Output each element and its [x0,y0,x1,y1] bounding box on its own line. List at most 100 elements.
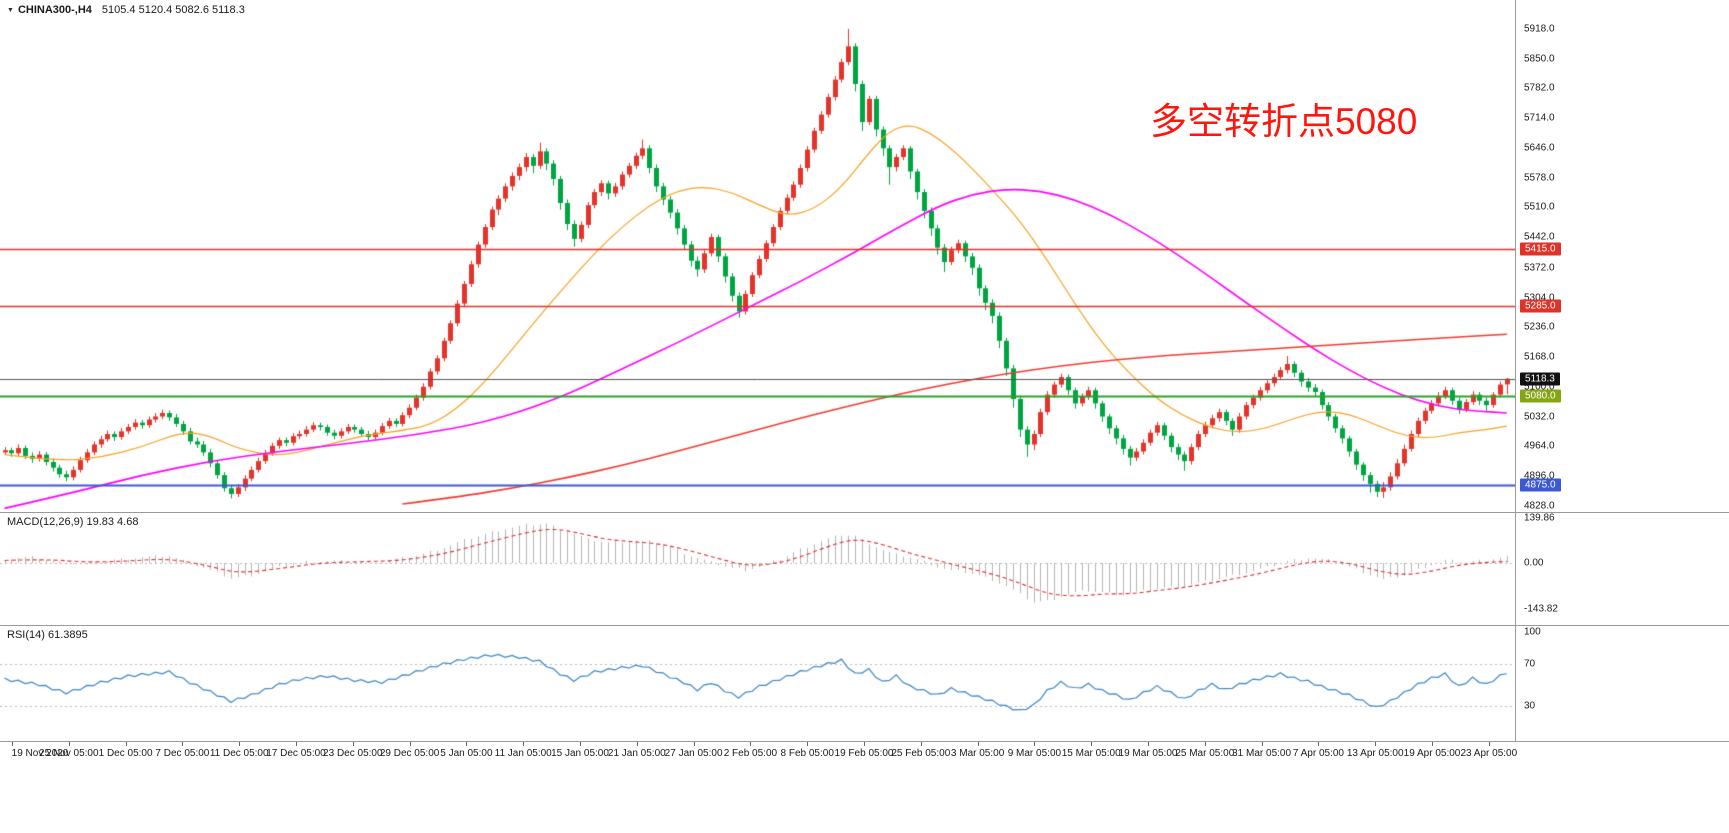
rsi-panel: RSI(14) 61.3895 100 70 30 [0,626,1729,742]
macd-axis-label: 139.86 [1524,512,1555,524]
time-axis-tick [1318,742,1320,746]
time-axis-label: 1 Dec 05:00 [98,748,153,759]
time-axis-label: 5 Jan 05:00 [440,748,493,759]
time-axis-tick [636,742,638,746]
price-axis-label: 5918.0 [1524,23,1555,35]
time-axis-tick [1148,742,1149,746]
price-axis-label: 5236.0 [1524,321,1555,333]
price-axis-label: 5510.0 [1524,201,1555,213]
time-axis-label: 19 Feb 05:00 [834,748,894,759]
macd-chart-canvas[interactable] [0,513,1515,625]
time-axis-label: 19 Mar 05:00 [1118,748,1178,759]
rsi-axis[interactable]: 100 70 30 [1516,626,1728,741]
time-axis-tick [239,742,241,746]
time-axis-tick [1204,742,1206,746]
price-axis-label: 5646.0 [1524,142,1555,154]
price-axis-label: 5578.0 [1524,172,1555,184]
time-axis[interactable]: 19 Nov 2020 25 Nov 05:00 1 Dec 05:00 7 Dec … [0,742,1729,768]
time-axis-tick [864,742,865,746]
time-axis-label: 17 Dec 05:00 [266,748,326,759]
price-axis[interactable]: 5918.0 5850.0 5782.0 5714.0 5646.0 5578.0 5510… [1516,0,1728,512]
rsi-axis-label: 30 [1524,700,1536,711]
time-axis-label: 31 Mar 05:00 [1232,748,1292,759]
time-axis-label: 23 Dec 05:00 [323,748,383,759]
price-axis-label: 4828.0 [1524,500,1555,512]
time-axis-label: 8 Feb 05:00 [780,748,834,759]
price-axis-label: 5372.0 [1524,262,1555,274]
time-axis-label: 3 Mar 05:00 [950,748,1005,759]
macd-axis[interactable]: 139.86 0.00 -143.82 [1516,513,1728,625]
price-axis-label: 5304.0 [1524,292,1555,303]
rsi-axis-label: 70 [1524,658,1536,669]
price-badge: 4875.0 [1520,478,1561,492]
macd-indicator-label: MACD(12,26,9) 19.83 4.68 [7,516,139,528]
time-axis-tick [920,742,922,746]
time-axis-label: 9 Mar 05:00 [1007,748,1062,759]
time-axis-label: 29 Dec 05:00 [379,748,440,759]
symbol-info: ▼ CHINA300-,H4 5105.4 5120.4 5082.6 5118.3 [7,4,245,16]
time-axis-label: 7 Apr 05:00 [1292,748,1344,759]
annotation-text[interactable]: 多空转折点5080 [1150,101,1418,142]
time-axis-tick [750,742,752,746]
rsi-chart-canvas[interactable] [0,626,1515,741]
symbol-ohlc-values: 5105.4 5120.4 5082.6 5118.3 [101,4,245,16]
time-axis-tick [125,742,127,746]
price-badge: 5415.0 [1520,242,1561,256]
price-chart-panel: ▼ CHINA300-,H4 5105.4 5120.4 5082.6 5118.3… [0,0,1729,513]
time-axis-label: 27 Jan 05:00 [664,748,723,759]
time-axis-tick [1034,742,1036,746]
candlestick-chart-canvas[interactable] [0,0,1515,512]
price-badge: 5080.0 [1520,389,1561,402]
price-axis-label: 4896.0 [1524,470,1555,482]
collapse-triangle-icon[interactable]: ▼ [7,6,14,14]
time-axis-tick [466,742,468,746]
time-axis-label: 19 Apr 05:00 [1403,748,1461,759]
price-axis-label: 5782.0 [1524,82,1555,94]
time-axis-label: 7 Dec 05:00 [155,748,210,759]
time-axis-tick [580,742,581,746]
time-axis-label: 15 Jan 05:00 [551,748,609,759]
price-axis-label: 5714.0 [1524,112,1555,124]
time-axis-tick [1432,742,1433,746]
time-axis-tick [523,742,525,746]
macd-axis-label: 0.00 [1524,557,1544,569]
time-axis-tick [693,742,695,746]
symbol-name: CHINA300-,H4 [17,4,92,16]
rsi-indicator-label: RSI(14) 61.3895 [7,629,88,641]
price-axis-label: 4964.0 [1524,440,1555,452]
axis-separator-line [1515,0,1516,742]
time-axis-label: 11 Jan 05:00 [494,748,552,759]
time-axis-tick [1091,742,1093,746]
time-axis-tick [352,742,354,746]
price-axis-label: 5100.0 [1524,381,1555,393]
price-badge: 5285.0 [1520,299,1561,313]
price-axis-label: 5850.0 [1524,53,1555,65]
time-axis-tick [1488,742,1490,746]
time-axis-label: 19 Nov 2020 [11,748,69,759]
time-axis-label: 25 Nov 05:00 [39,748,99,759]
time-axis-label: 11 Dec 05:00 [209,748,269,759]
price-axis-label: 5032.0 [1524,411,1555,422]
time-axis-label: 13 Apr 05:00 [1346,748,1404,759]
price-axis-label: 5442.0 [1524,231,1555,243]
time-axis-tick [1261,742,1263,746]
time-axis-tick [977,742,979,746]
time-axis-label: 23 Apr 05:00 [1460,748,1518,759]
time-axis-label: 2 Feb 05:00 [723,748,778,759]
macd-panel: MACD(12,26,9) 19.83 4.68 139.86 0.00 -143.… [0,513,1729,626]
time-axis-tick [1375,742,1377,746]
price-badge: 5118.3 [1520,372,1560,386]
time-axis-tick [182,742,184,746]
time-axis-tick [68,742,70,746]
rsi-axis-label: 100 [1524,626,1541,638]
time-axis-tick [807,742,809,746]
time-axis-label: 15 Mar 05:00 [1061,748,1121,759]
macd-axis-label: -143.82 [1524,603,1558,615]
time-axis-label: 21 Jan 05:00 [607,748,666,759]
time-axis-tick [409,742,411,746]
time-axis-label: 25 Mar 05:00 [1175,748,1235,759]
time-axis-tick [12,742,13,746]
time-axis-label: 25 Feb 05:00 [891,748,951,759]
price-axis-label: 5168.0 [1524,351,1555,363]
